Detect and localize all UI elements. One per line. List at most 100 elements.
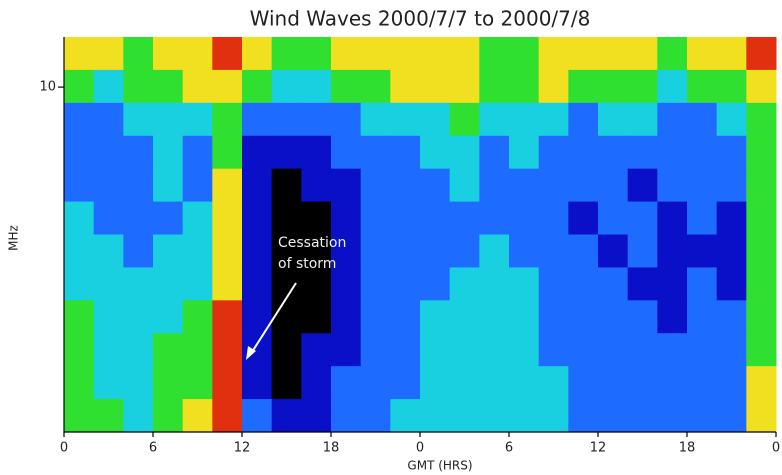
cell [716,135,747,170]
cell [242,135,273,170]
cell [716,234,747,268]
cell [93,399,124,433]
cell [657,69,688,104]
cell [627,366,658,400]
cell [182,399,213,433]
cell [509,69,540,104]
cell [479,366,510,400]
cell [657,234,688,268]
x-tick-label: 6 [505,441,513,456]
cell [212,267,243,301]
cell [538,267,569,301]
cell [568,267,599,301]
cell [538,135,569,170]
cell [479,300,510,334]
cell [182,37,213,71]
cell [212,201,243,235]
cell [598,399,629,433]
cell [687,366,718,400]
cell [716,168,747,203]
cell [716,366,747,400]
cell [568,333,599,367]
cell [93,69,124,104]
cell [93,201,124,235]
cell [390,168,421,203]
x-tick-label: 0 [60,441,68,456]
cell [301,201,332,235]
annotation: Cessation of storm [246,235,346,360]
cell [568,234,599,268]
cell [271,135,302,170]
cell [687,333,718,367]
cell [538,333,569,367]
cell [182,366,213,400]
cell [301,267,332,301]
cell [360,135,391,170]
cell [242,102,273,137]
cell [123,333,154,367]
cell [360,300,391,334]
cell [746,168,777,203]
cell [657,102,688,137]
cell [598,135,629,170]
cell [360,37,391,71]
cell [301,366,332,400]
cell [627,201,658,235]
cell [568,201,599,235]
cell [449,399,480,433]
cell [598,69,629,104]
cell [242,69,273,104]
cell [568,168,599,203]
cell [153,267,184,301]
cell [242,399,273,433]
cell [746,102,777,137]
cell [123,267,154,301]
cell [509,234,540,268]
cell [449,300,480,334]
x-axis-label: GMT (HRS) [407,459,472,473]
cell [242,333,273,367]
cell [182,135,213,170]
cell [716,399,747,433]
cell [657,135,688,170]
cell [509,37,540,71]
cell [212,399,243,433]
cell [271,69,302,104]
cell [242,267,273,301]
cell [331,366,362,400]
cell [182,201,213,235]
axes: 0 6 12 18 0 6 12 18 0 10 [39,37,780,456]
cell [93,267,124,301]
cell [331,102,362,137]
cell [509,102,540,137]
cell [271,234,302,268]
cell [598,267,629,301]
cell [449,366,480,400]
cell [271,300,302,334]
cell [182,300,213,334]
cell [687,267,718,301]
annotation-arrow [251,282,297,353]
cell [687,201,718,235]
cell [746,69,777,104]
x-tick-label: 12 [234,441,251,456]
cell [449,135,480,170]
cell [746,135,777,170]
cell [390,135,421,170]
cell [212,300,243,334]
cell [420,102,451,137]
cell [242,234,273,268]
cell [153,333,184,367]
cell [420,168,451,203]
cell [538,201,569,235]
cell [479,267,510,301]
cell [212,168,243,203]
y-tick-label: 10 [39,80,56,95]
cell [687,69,718,104]
cell [420,135,451,170]
cell [182,102,213,137]
cell [64,135,95,170]
cell [657,37,688,71]
cell [153,399,184,433]
cell [212,333,243,367]
